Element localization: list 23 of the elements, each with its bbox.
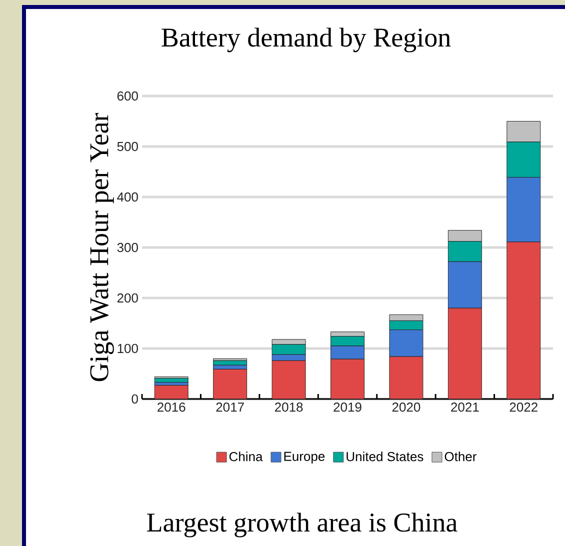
bar — [154, 385, 188, 400]
y-axis-title: Giga Watt Hour per Year — [90, 112, 114, 382]
x-tick-label: 2021 — [451, 402, 479, 412]
y-tick-label: 500 — [117, 142, 138, 152]
legend-label: Other — [444, 452, 476, 462]
legend-label: Europe — [284, 452, 325, 464]
x-tick-label: 2016 — [158, 402, 186, 412]
text: Largest growth area is China — [147, 512, 458, 538]
legend-label: China — [229, 452, 263, 462]
y-tick-label: 600 — [117, 91, 138, 101]
y-tick-label: 300 — [117, 242, 138, 252]
y-tick-label: 100 — [118, 344, 138, 354]
legend-label: United States — [346, 452, 424, 462]
x-tick-label: 2018 — [274, 402, 303, 412]
chart-title: Battery demand by Region — [162, 28, 451, 52]
x-tick-label: 2020 — [392, 402, 420, 412]
x-tick-label: 2017 — [216, 402, 244, 412]
y-tick-label: 0 — [132, 394, 138, 404]
x-tick-label: 2019 — [334, 402, 362, 412]
y-tick-label: 200 — [117, 293, 138, 303]
bar — [213, 368, 248, 400]
x-tick-label: 2022 — [510, 402, 538, 412]
y-tick-label: 400 — [117, 192, 138, 202]
